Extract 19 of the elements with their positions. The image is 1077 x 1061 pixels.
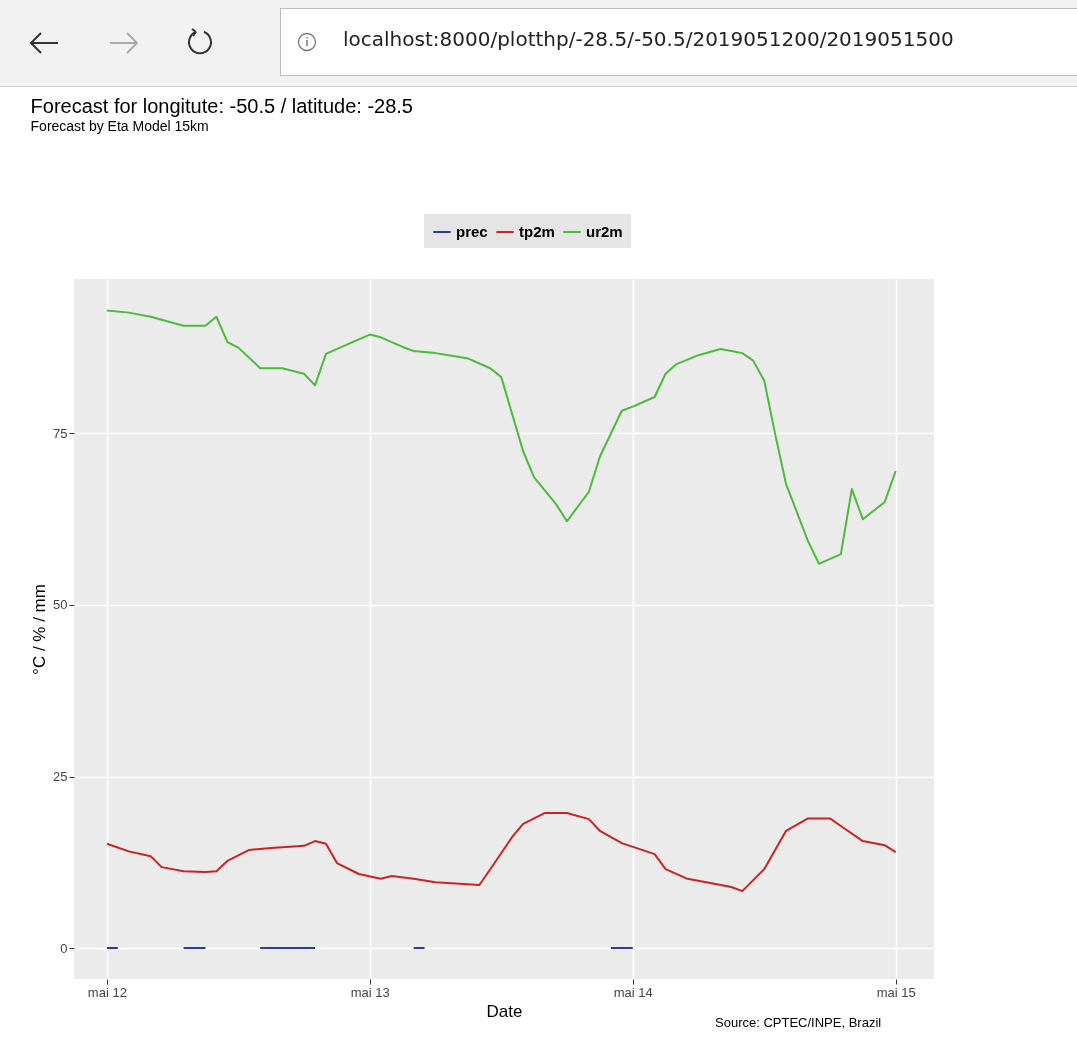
chart-title: Forecast for longitute: -50.5 / latitude: -28.5 (30, 95, 413, 117)
x-tick-label: mai 13 (350, 984, 390, 1000)
line-series (105, 309, 897, 565)
x-axis-title: Date (486, 1001, 523, 1021)
y-tick-label: 75 (53, 425, 68, 441)
y-axis-title: °C / % / mm (30, 584, 50, 675)
legend-label: prec (456, 223, 488, 240)
x-tick-label: mai 12 (87, 984, 127, 1000)
y-tick-label: 25 (53, 769, 68, 785)
line-series (105, 811, 897, 893)
x-tick-label: mai 15 (876, 984, 916, 1000)
x-tick-label: mai 14 (613, 984, 653, 1000)
source-note: Source: CPTEC/INPE, Brazil (715, 1015, 882, 1030)
chart-subtitle: Forecast by Eta Model 15km (30, 118, 209, 134)
y-tick-label: 0 (60, 940, 68, 956)
text: localhost:8000/plotthp/-28.5/-50.5/2019051200/2019051500 (343, 27, 954, 51)
y-tick-label: 50 (53, 597, 68, 613)
legend-label: tp2m (519, 223, 555, 240)
legend-label: ur2m (586, 223, 623, 240)
